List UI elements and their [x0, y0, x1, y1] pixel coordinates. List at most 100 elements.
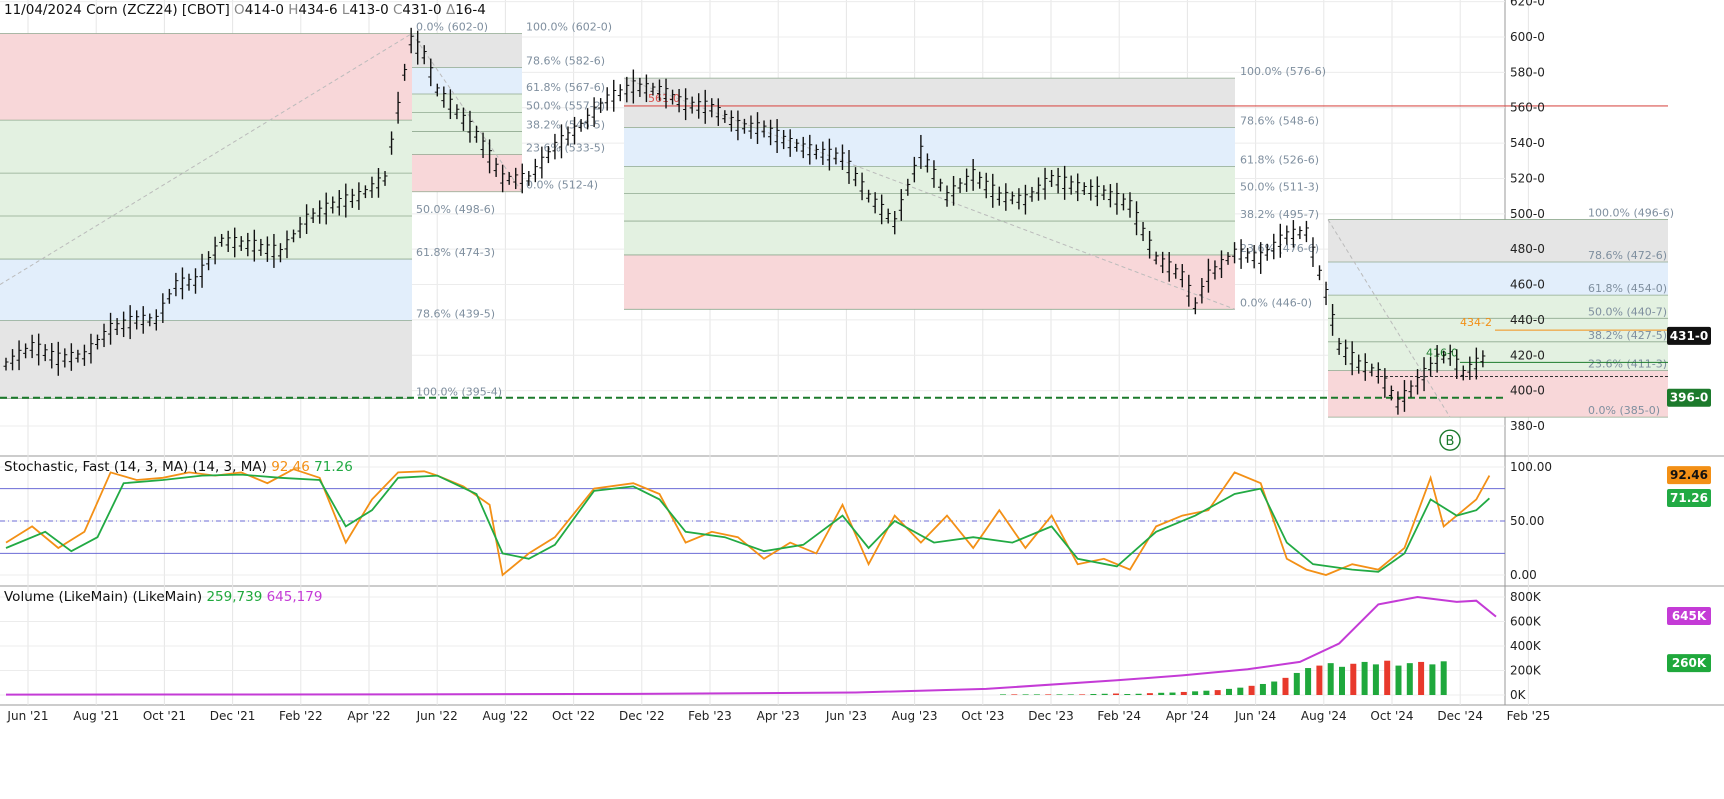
open-value: 414-0 — [244, 2, 284, 18]
y-tick-label: 560-0 — [1510, 101, 1545, 115]
fib-level-label: 78.6% (582-6) — [526, 55, 605, 68]
stoch-k-tag: 92.46 — [1670, 468, 1708, 482]
fib-level-label: 61.8% (454-0) — [1588, 282, 1667, 295]
volume-bar — [1090, 694, 1097, 695]
stochastic-d-value: 71.26 — [314, 459, 353, 475]
fib-band — [0, 120, 412, 174]
volume-bar — [1350, 663, 1357, 695]
x-tick-label: Jun '21 — [6, 709, 48, 723]
stoch-tick-label: 0.00 — [1510, 568, 1537, 582]
fib-level-label: 23.6% (411-3) — [1588, 357, 1667, 370]
fib-band — [0, 33, 412, 121]
fib-level-label: 78.6% (472-6) — [1588, 249, 1667, 262]
y-tick-label: 540-0 — [1510, 136, 1545, 150]
volume-tag: 260K — [1672, 656, 1707, 670]
last-price-tag: 431-0 — [1670, 329, 1708, 343]
volume-bar — [1418, 661, 1425, 695]
signal-marker-circle — [1439, 429, 1461, 451]
header-symbol: Corn (ZCZ24) [CBOT] — [86, 2, 230, 18]
header-date: 11/04/2024 — [4, 2, 82, 18]
volume-tick-label: 200K — [1510, 664, 1542, 678]
fib-level-label: 50.0% (498-6) — [416, 203, 495, 216]
fib-band — [1328, 262, 1668, 296]
volume-value: 259,739 — [206, 589, 263, 605]
high-annotation: 434-2 — [1460, 316, 1492, 329]
fib-band — [624, 254, 1235, 310]
stoch-d-tag: 71.26 — [1670, 491, 1708, 505]
x-tick-label: Apr '22 — [347, 709, 390, 723]
fib-level-label: 100.0% (576-6) — [1240, 65, 1326, 78]
high-value: 434-6 — [298, 2, 338, 18]
volume-params: (LikeMain) — [132, 589, 203, 605]
price-bars: B — [3, 27, 1486, 451]
volume-bar — [1259, 683, 1266, 695]
fib-band — [0, 173, 412, 217]
x-tick-label: Dec '24 — [1437, 709, 1483, 723]
volume-bar — [1214, 690, 1221, 695]
fib-band — [624, 193, 1235, 222]
volume-bar — [1440, 661, 1447, 695]
open-interest-tag: 645K — [1672, 609, 1707, 623]
fib-band — [1328, 341, 1668, 371]
support-price-tag-bg — [1667, 388, 1711, 407]
volume-bar — [1101, 693, 1108, 695]
volume-bar — [1000, 694, 1006, 695]
fib-level-label: 61.8% (474-3) — [416, 246, 495, 259]
fib-level-label: 0.0% (602-0) — [416, 20, 488, 33]
volume-bar — [1135, 693, 1142, 695]
open-interest-line — [5, 595, 1497, 696]
volume-bar — [1180, 691, 1187, 695]
y-tick-label: 440-0 — [1510, 313, 1545, 327]
fib-band — [412, 94, 522, 113]
stoch-series-line — [5, 468, 1491, 577]
volume-bar — [1282, 677, 1289, 695]
fib-band — [412, 154, 522, 192]
x-tick-label: Jun '22 — [416, 709, 458, 723]
volume-bar — [1226, 688, 1232, 695]
volume-bar — [1372, 664, 1379, 695]
volume-bar — [1361, 661, 1368, 695]
y-tick-label: 600-0 — [1510, 30, 1545, 44]
volume-panel — [5, 595, 1497, 696]
last-price-tag-bg — [1667, 326, 1711, 345]
x-tick-label: Jun '24 — [1234, 709, 1276, 723]
fib-band — [1328, 219, 1668, 263]
fib-level-label: 61.8% (526-6) — [1240, 154, 1319, 167]
x-tick-label: Dec '22 — [619, 709, 665, 723]
x-tick-label: Oct '23 — [961, 709, 1004, 723]
open-prefix: O — [234, 2, 245, 18]
x-tick-label: Feb '22 — [279, 709, 323, 723]
volume-name: Volume (LikeMain) — [4, 589, 129, 605]
high-prefix: H — [288, 2, 299, 18]
volume-bar — [1339, 666, 1345, 695]
trend-dashed-line — [1327, 219, 1451, 418]
fibonacci-overlays: 0.0% (602-0)23.6% (553-0)38.2% (523-0)50… — [0, 20, 1674, 418]
x-tick-label: Oct '22 — [552, 709, 595, 723]
fib-band — [412, 67, 522, 95]
signal-marker-label: B — [1446, 434, 1455, 449]
fib-level-label: 0.0% (512-4) — [526, 179, 598, 192]
x-tick-label: Feb '23 — [688, 709, 732, 723]
stochastic-panel — [0, 468, 1505, 577]
x-tick-label: Dec '23 — [1028, 709, 1074, 723]
volume-bar — [1327, 663, 1334, 695]
x-tick-label: Oct '21 — [143, 709, 186, 723]
y-tick-label: 580-0 — [1510, 65, 1545, 79]
stochastic-header: Stochastic, Fast (14, 3, MA) (14, 3, MA)… — [4, 459, 353, 475]
volume-bar — [1067, 694, 1074, 695]
fib-level-label: 23.6% (476-6) — [1240, 242, 1319, 255]
volume-bar — [1406, 663, 1413, 695]
trend-dashed-line — [623, 77, 1236, 310]
x-tick-label: Aug '22 — [482, 709, 528, 723]
fib-band — [624, 127, 1235, 167]
fib-band — [412, 112, 522, 132]
volume-header: Volume (LikeMain) (LikeMain) 259,739 645… — [4, 589, 322, 605]
open-interest-tag-bg — [1667, 606, 1711, 625]
fib-band — [624, 78, 1235, 128]
y-tick-label: 500-0 — [1510, 207, 1545, 221]
x-tick-label: Apr '24 — [1166, 709, 1209, 723]
y-tick-label: 420-0 — [1510, 348, 1545, 362]
fib-level-label: 50.0% (557-2) — [526, 100, 605, 113]
stoch-tick-label: 100.00 — [1510, 460, 1552, 474]
x-tick-label: Jun '23 — [825, 709, 867, 723]
